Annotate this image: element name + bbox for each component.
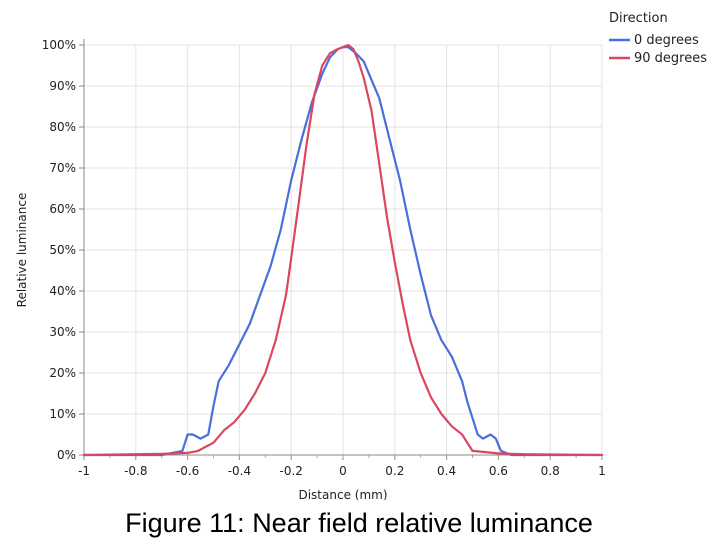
x-tick-label: 0.2 (385, 464, 404, 478)
y-tick-label: 0% (57, 448, 76, 462)
series-lines (82, 43, 604, 457)
x-tick-label: 0.4 (437, 464, 456, 478)
y-axis-title: Relative luminance (15, 193, 29, 308)
x-tick-label: -0.8 (124, 464, 147, 478)
y-tick-label: 90% (49, 79, 76, 93)
axes: -1 -0.8 -0.6 -0.4 -0.2 0 0.2 0.4 0.6 0.8 10%10%20%… (42, 38, 606, 478)
x-tick-label: -0.2 (279, 464, 302, 478)
x-tick-label: -0.6 (176, 464, 199, 478)
y-tick-label: 10% (49, 407, 76, 421)
y-tick-label: 60% (49, 202, 76, 216)
legend-label: 0 degrees (634, 33, 699, 48)
y-tick-label: 30% (49, 325, 76, 339)
y-tick-label: 100% (42, 38, 76, 52)
y-tick-label: 50% (49, 243, 76, 257)
x-tick-label: 0.6 (489, 464, 508, 478)
x-tick-label: -1 (78, 464, 90, 478)
x-axis-title: Distance (mm) (298, 488, 387, 500)
grid (83, 44, 603, 456)
legend-title: Direction (609, 11, 668, 26)
line-chart: -1 -0.8 -0.6 -0.4 -0.2 0 0.2 0.4 0.6 0.8 10%10%20%… (15, 11, 707, 500)
legend: Direction 0 degrees 90 degrees (609, 11, 707, 66)
legend-label: 90 degrees (634, 51, 707, 66)
series-line-90-degrees (82, 43, 604, 457)
y-tick-label: 70% (49, 161, 76, 175)
x-tick-label: 0 (339, 464, 347, 478)
x-tick-label: 0.8 (541, 464, 560, 478)
x-tick-label: 1 (598, 464, 606, 478)
y-tick-label: 40% (49, 284, 76, 298)
figure-caption: Figure 11: Near field relative luminance (125, 508, 593, 538)
y-tick-label: 80% (49, 120, 76, 134)
x-tick-label: -0.4 (228, 464, 251, 478)
y-tick-label: 20% (49, 366, 76, 380)
